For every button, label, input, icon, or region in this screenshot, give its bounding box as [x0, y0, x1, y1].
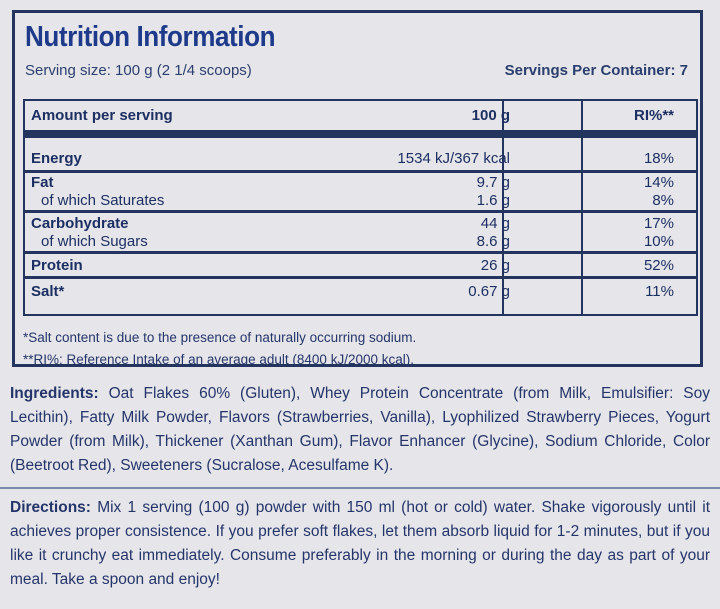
ingredients-label: Ingredients:: [10, 385, 99, 402]
row-separator: [25, 210, 696, 213]
row-label: Salt*: [31, 283, 65, 300]
row-amount: 26 g: [480, 257, 510, 274]
directions-paragraph: Directions: Mix 1 serving (100 g) powder…: [10, 496, 710, 592]
row-ri: 52%: [643, 257, 674, 274]
header-ri: RI%**: [633, 107, 674, 124]
row-separator: [25, 170, 696, 173]
row-sublabel: of which Saturates: [41, 192, 165, 209]
serving-row: Serving size: 100 g (2 1/4 scoops) Servi…: [25, 62, 688, 79]
row-label: Carbohydrate: [31, 215, 129, 232]
servings-per-container: Servings Per Container: 7: [504, 62, 688, 79]
row-sublabel: of which Sugars: [41, 233, 148, 250]
table-row-salt: Salt* 0.67 g 11%: [25, 282, 696, 304]
row-amount: 8.6 g: [476, 233, 510, 250]
row-ri: 10%: [643, 233, 674, 250]
table-row-protein: Protein 26 g 52%: [25, 256, 696, 276]
row-amount: 1534 kJ/367 kcal: [397, 150, 510, 167]
row-amount: 9.7 g: [476, 174, 510, 191]
column-divider: [502, 101, 504, 314]
row-label: Energy: [31, 150, 82, 167]
row-label: Protein: [31, 257, 83, 274]
directions-label: Directions:: [10, 499, 91, 516]
row-amount: 44 g: [480, 215, 510, 232]
section-divider: [0, 487, 720, 489]
row-ri: 18%: [643, 150, 674, 167]
ingredients-text: Oat Flakes 60% (Gluten), Whey Protein Co…: [10, 385, 710, 474]
header-100g: 100 g: [471, 107, 510, 124]
column-divider: [581, 101, 583, 314]
footnotes: *Salt content is due to the presence of …: [23, 327, 416, 371]
row-label: Fat: [31, 174, 54, 191]
row-ri: 17%: [643, 215, 674, 232]
footnote-ri: **RI%: Reference Intake of an average ad…: [23, 352, 414, 367]
header-amount-per-serving: Amount per serving: [31, 107, 173, 124]
table-row-fat: Fat 9.7 g 14% of which Saturates 1.6 g 8…: [25, 174, 696, 210]
row-ri: 14%: [643, 174, 674, 191]
footnote-salt: *Salt content is due to the presence of …: [23, 330, 417, 345]
row-separator: [25, 276, 696, 279]
row-amount: 1.6 g: [476, 192, 510, 209]
ingredients-paragraph: Ingredients: Oat Flakes 60% (Gluten), Wh…: [10, 382, 710, 478]
row-ri: 8%: [652, 192, 674, 209]
row-amount: 0.67 g: [468, 283, 510, 300]
serving-size: Serving size: 100 g (2 1/4 scoops): [25, 62, 252, 79]
panel-title: Nutrition Information: [25, 21, 276, 53]
table-row-energy: Energy 1534 kJ/367 kcal 18%: [25, 148, 696, 170]
nutrition-table: Amount per serving 100 g RI%** Energy 15…: [23, 99, 698, 316]
table-header: Amount per serving 100 g RI%**: [25, 101, 696, 138]
row-separator: [25, 251, 696, 254]
directions-text: Mix 1 serving (100 g) powder with 150 ml…: [10, 499, 710, 588]
row-ri: 11%: [645, 283, 674, 300]
nutrition-panel: Nutrition Information Serving size: 100 …: [12, 10, 703, 367]
table-row-carbohydrate: Carbohydrate 44 g 17% of which Sugars 8.…: [25, 215, 696, 251]
